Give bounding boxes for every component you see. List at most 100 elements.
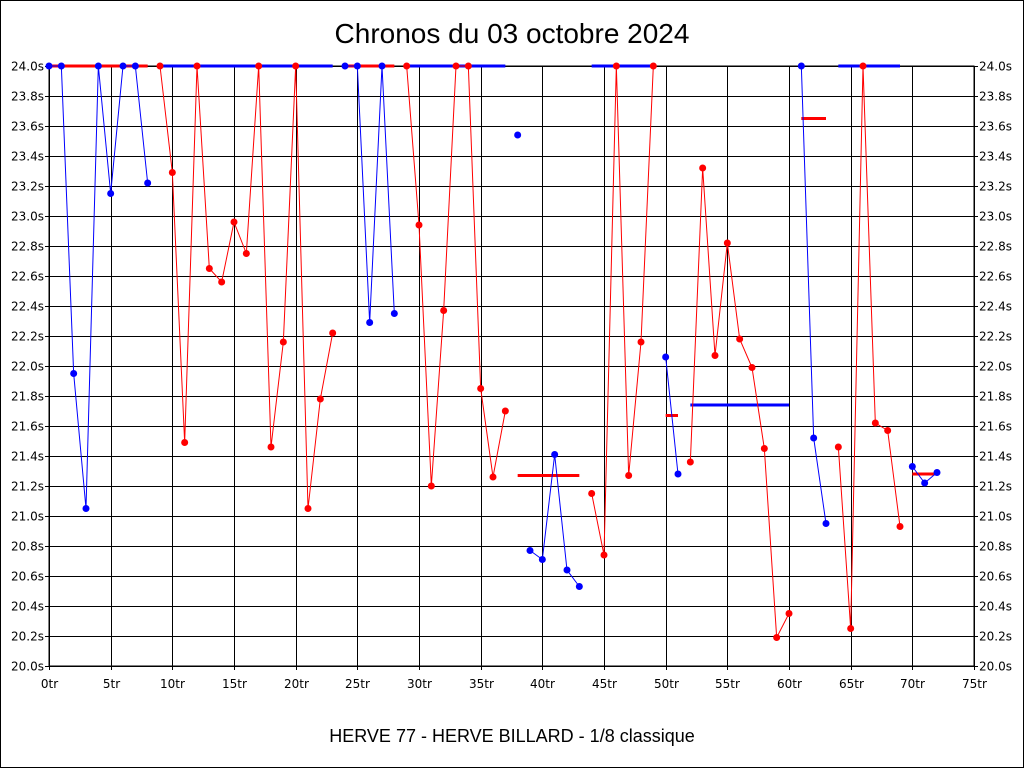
y-tick-label: 20.0s <box>11 660 44 674</box>
y-tick-label: 22.0s <box>11 360 44 374</box>
lap-point <box>859 62 867 70</box>
lap-point <box>107 190 115 197</box>
y-tick-label: 21.6s <box>11 420 44 434</box>
y-tick-label: 22.6s <box>11 270 44 284</box>
lap-point <box>452 62 460 70</box>
lap-point <box>329 329 337 337</box>
y-tick-label: 23.8s <box>11 90 44 104</box>
lap-point <box>711 352 719 359</box>
lap-point <box>908 463 916 470</box>
x-tick-label: 35tr <box>469 677 494 691</box>
lap-point <box>723 239 731 247</box>
y-tick-label: 23.4s <box>979 150 1012 164</box>
y-tick-label: 20.0s <box>979 660 1012 674</box>
lap-point <box>538 556 546 563</box>
y-tick-label: 20.8s <box>11 540 44 554</box>
y-tick-label: 20.2s <box>11 630 44 644</box>
x-tick-label: 15tr <box>222 677 247 691</box>
plot-area-border <box>48 65 975 667</box>
x-tick-label: 70tr <box>900 677 925 691</box>
y-tick-label: 24.0s <box>11 60 44 74</box>
lap-point <box>193 62 201 70</box>
lap-point <box>218 278 226 286</box>
lap-point <box>797 62 805 70</box>
y-tick-label: 22.2s <box>11 330 44 344</box>
x-tick-label: 0tr <box>41 677 58 691</box>
chart-title: Chronos du 03 octobre 2024 <box>335 18 690 49</box>
y-tick-label: 21.2s <box>979 480 1012 494</box>
y-tick-label: 22.8s <box>11 240 44 254</box>
lap-point <box>94 62 102 70</box>
lap-series <box>45 62 941 641</box>
y-axis-left: 20.0s 20.2s 20.4s 20.6s 20.8s 21.0s 21.2s 21.4s… <box>11 60 49 674</box>
lap-point <box>600 551 608 559</box>
x-tick-label: 45tr <box>592 677 617 691</box>
lap-point <box>773 634 781 641</box>
y-tick-label: 21.2s <box>11 480 44 494</box>
lap-point <box>834 443 842 451</box>
lap-point <box>353 62 361 70</box>
lap-point <box>341 62 349 70</box>
y-axis-right: 20.0s 20.2s 20.4s 20.6s 20.8s 21.0s 21.2s 21.4s… <box>974 60 1012 674</box>
lap-point <box>45 62 53 70</box>
lap-point <box>156 62 164 70</box>
lap-point <box>736 335 744 343</box>
lap-point <box>785 610 793 617</box>
lap-point <box>588 490 596 497</box>
lap-point <box>501 407 509 415</box>
x-tick-label: 60tr <box>777 677 802 691</box>
y-tick-label: 20.4s <box>11 600 44 614</box>
lap-point <box>378 62 386 70</box>
lap-point <box>921 479 929 487</box>
y-tick-label: 23.0s <box>979 210 1012 224</box>
y-tick-label: 23.6s <box>11 120 44 134</box>
grid <box>49 66 975 667</box>
lap-point <box>366 319 374 326</box>
lap-point <box>625 472 633 479</box>
y-tick-label: 21.8s <box>11 390 44 404</box>
lap-point <box>674 470 682 478</box>
y-tick-label: 20.2s <box>979 630 1012 644</box>
lap-point <box>847 625 855 632</box>
x-tick-label: 20tr <box>284 677 309 691</box>
lap-point <box>205 265 213 272</box>
x-tick-label: 5tr <box>103 677 120 691</box>
lap-point <box>144 179 152 187</box>
y-tick-label: 21.8s <box>979 390 1012 404</box>
lap-point <box>403 62 411 70</box>
series-line <box>665 356 679 475</box>
lap-point <box>563 566 571 574</box>
lap-point <box>267 443 275 451</box>
y-tick-label: 23.4s <box>11 150 44 164</box>
y-tick-label: 24.0s <box>979 60 1012 74</box>
lap-point <box>514 131 522 139</box>
x-tick-label: 30tr <box>407 677 432 691</box>
y-tick-label: 20.6s <box>11 570 44 584</box>
lap-point <box>896 523 904 530</box>
lap-point <box>304 505 312 512</box>
y-tick-label: 21.4s <box>11 450 44 464</box>
lap-point <box>440 307 448 314</box>
lap-point <box>933 469 941 476</box>
lap-point <box>612 62 620 70</box>
y-tick-label: 22.2s <box>979 330 1012 344</box>
series-line <box>591 65 654 556</box>
lap-point <box>131 62 139 70</box>
lap-point <box>489 473 497 481</box>
lap-point <box>168 169 176 176</box>
y-tick-label: 20.6s <box>979 570 1012 584</box>
chart-subtitle: HERVE 77 - HERVE BILLARD - 1/8 classique <box>329 726 695 746</box>
lap-point <box>390 310 398 317</box>
y-tick-label: 20.4s <box>979 600 1012 614</box>
lap-point <box>292 62 300 70</box>
lap-point <box>748 364 756 371</box>
y-tick-label: 20.8s <box>979 540 1012 554</box>
y-tick-label: 21.6s <box>979 420 1012 434</box>
lap-point <box>637 338 645 346</box>
y-tick-label: 22.0s <box>979 360 1012 374</box>
lap-point <box>70 370 78 377</box>
lap-point <box>57 62 65 70</box>
lap-point <box>427 482 435 490</box>
